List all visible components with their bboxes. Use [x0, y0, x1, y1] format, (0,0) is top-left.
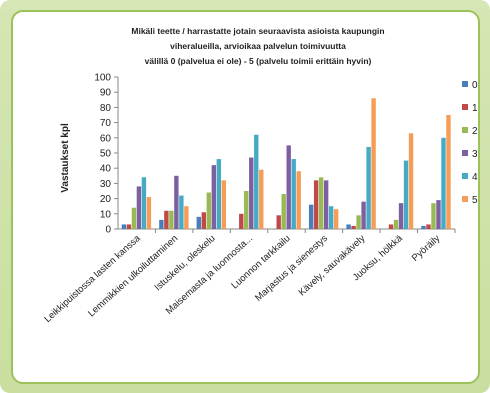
bar	[366, 146, 371, 229]
bar	[431, 203, 436, 229]
bar	[408, 133, 414, 229]
legend-label: 2	[472, 126, 478, 137]
bar	[201, 212, 207, 229]
bar	[371, 98, 376, 229]
y-tick-label: 70	[100, 118, 112, 129]
bar	[441, 137, 446, 229]
legend-label: 4	[472, 172, 478, 183]
bar	[126, 224, 132, 229]
bar	[254, 134, 259, 229]
y-tick-label: 0	[105, 225, 111, 236]
bar	[179, 195, 184, 229]
bar	[281, 194, 286, 229]
bar	[146, 197, 152, 229]
bar	[421, 225, 426, 229]
bar	[136, 186, 142, 229]
bar	[446, 115, 451, 229]
bar	[244, 191, 249, 229]
bar	[184, 206, 189, 229]
bar	[174, 175, 179, 229]
legend-label: 0	[472, 80, 478, 91]
bar	[313, 180, 319, 229]
y-tick-label: 20	[100, 194, 112, 205]
bar	[351, 225, 356, 229]
bar	[216, 159, 222, 229]
bar	[211, 165, 217, 229]
y-tick-label: 90	[100, 88, 112, 99]
chart-title-line-1: Mikäli teette / harrastatte jotain seura…	[131, 26, 384, 36]
legend-label: 3	[472, 149, 478, 160]
bar	[308, 204, 314, 229]
bar	[196, 216, 202, 229]
x-tick-label: Marjastus ja sienestys	[253, 233, 330, 304]
y-tick-label: 50	[100, 149, 112, 160]
bar	[286, 145, 291, 229]
legend-swatch	[462, 81, 468, 87]
bar	[131, 207, 137, 229]
y-tick-label: 80	[100, 103, 112, 114]
y-tick-label: 60	[100, 133, 112, 144]
bar	[206, 192, 212, 229]
bar	[291, 159, 296, 229]
bar	[159, 219, 164, 229]
chart-title-line-3: välillä 0 (palvelua ei ole) - 5 (palvelu…	[145, 56, 372, 66]
bar	[403, 160, 409, 229]
y-tick-label: 40	[100, 164, 112, 175]
x-tick-label: Kävely, sauvakävely	[297, 233, 368, 298]
bar	[436, 200, 441, 229]
legend-label: 5	[472, 195, 478, 206]
bar	[318, 177, 324, 229]
y-tick-label: 10	[100, 209, 112, 220]
bar	[323, 180, 329, 229]
bar	[426, 224, 431, 229]
bar	[328, 206, 334, 229]
legend-swatch	[462, 104, 468, 110]
x-tick-label: Pyöräily	[410, 233, 443, 264]
bar	[141, 177, 147, 229]
y-tick-label: 100	[94, 73, 111, 84]
legend-swatch	[462, 127, 468, 133]
bar	[259, 169, 264, 229]
legend-swatch	[462, 150, 468, 156]
bar	[276, 215, 281, 229]
legend-label: 1	[472, 103, 478, 114]
bar	[164, 210, 169, 229]
bar	[361, 201, 366, 229]
bar	[296, 171, 301, 229]
bar	[393, 219, 399, 229]
y-axis-label: Vastaukset kpl	[60, 123, 71, 193]
bar	[333, 209, 339, 229]
bar	[239, 213, 244, 229]
bar	[169, 210, 174, 229]
legend-swatch	[462, 173, 468, 179]
bar	[388, 224, 394, 229]
legend: 0 1 2 3 4 5	[462, 80, 478, 206]
bar	[356, 215, 361, 229]
chart-title: Mikäli teette / harrastatte jotain seura…	[131, 26, 384, 66]
bar	[346, 224, 351, 229]
bar	[221, 180, 227, 229]
legend-swatch	[462, 196, 468, 202]
bar	[121, 224, 127, 229]
y-tick-label: 30	[100, 179, 112, 190]
chart-title-line-2: viheralueilla, arvioikaa palvelun toimiv…	[170, 41, 346, 51]
bar	[398, 203, 404, 229]
bar	[249, 157, 254, 229]
